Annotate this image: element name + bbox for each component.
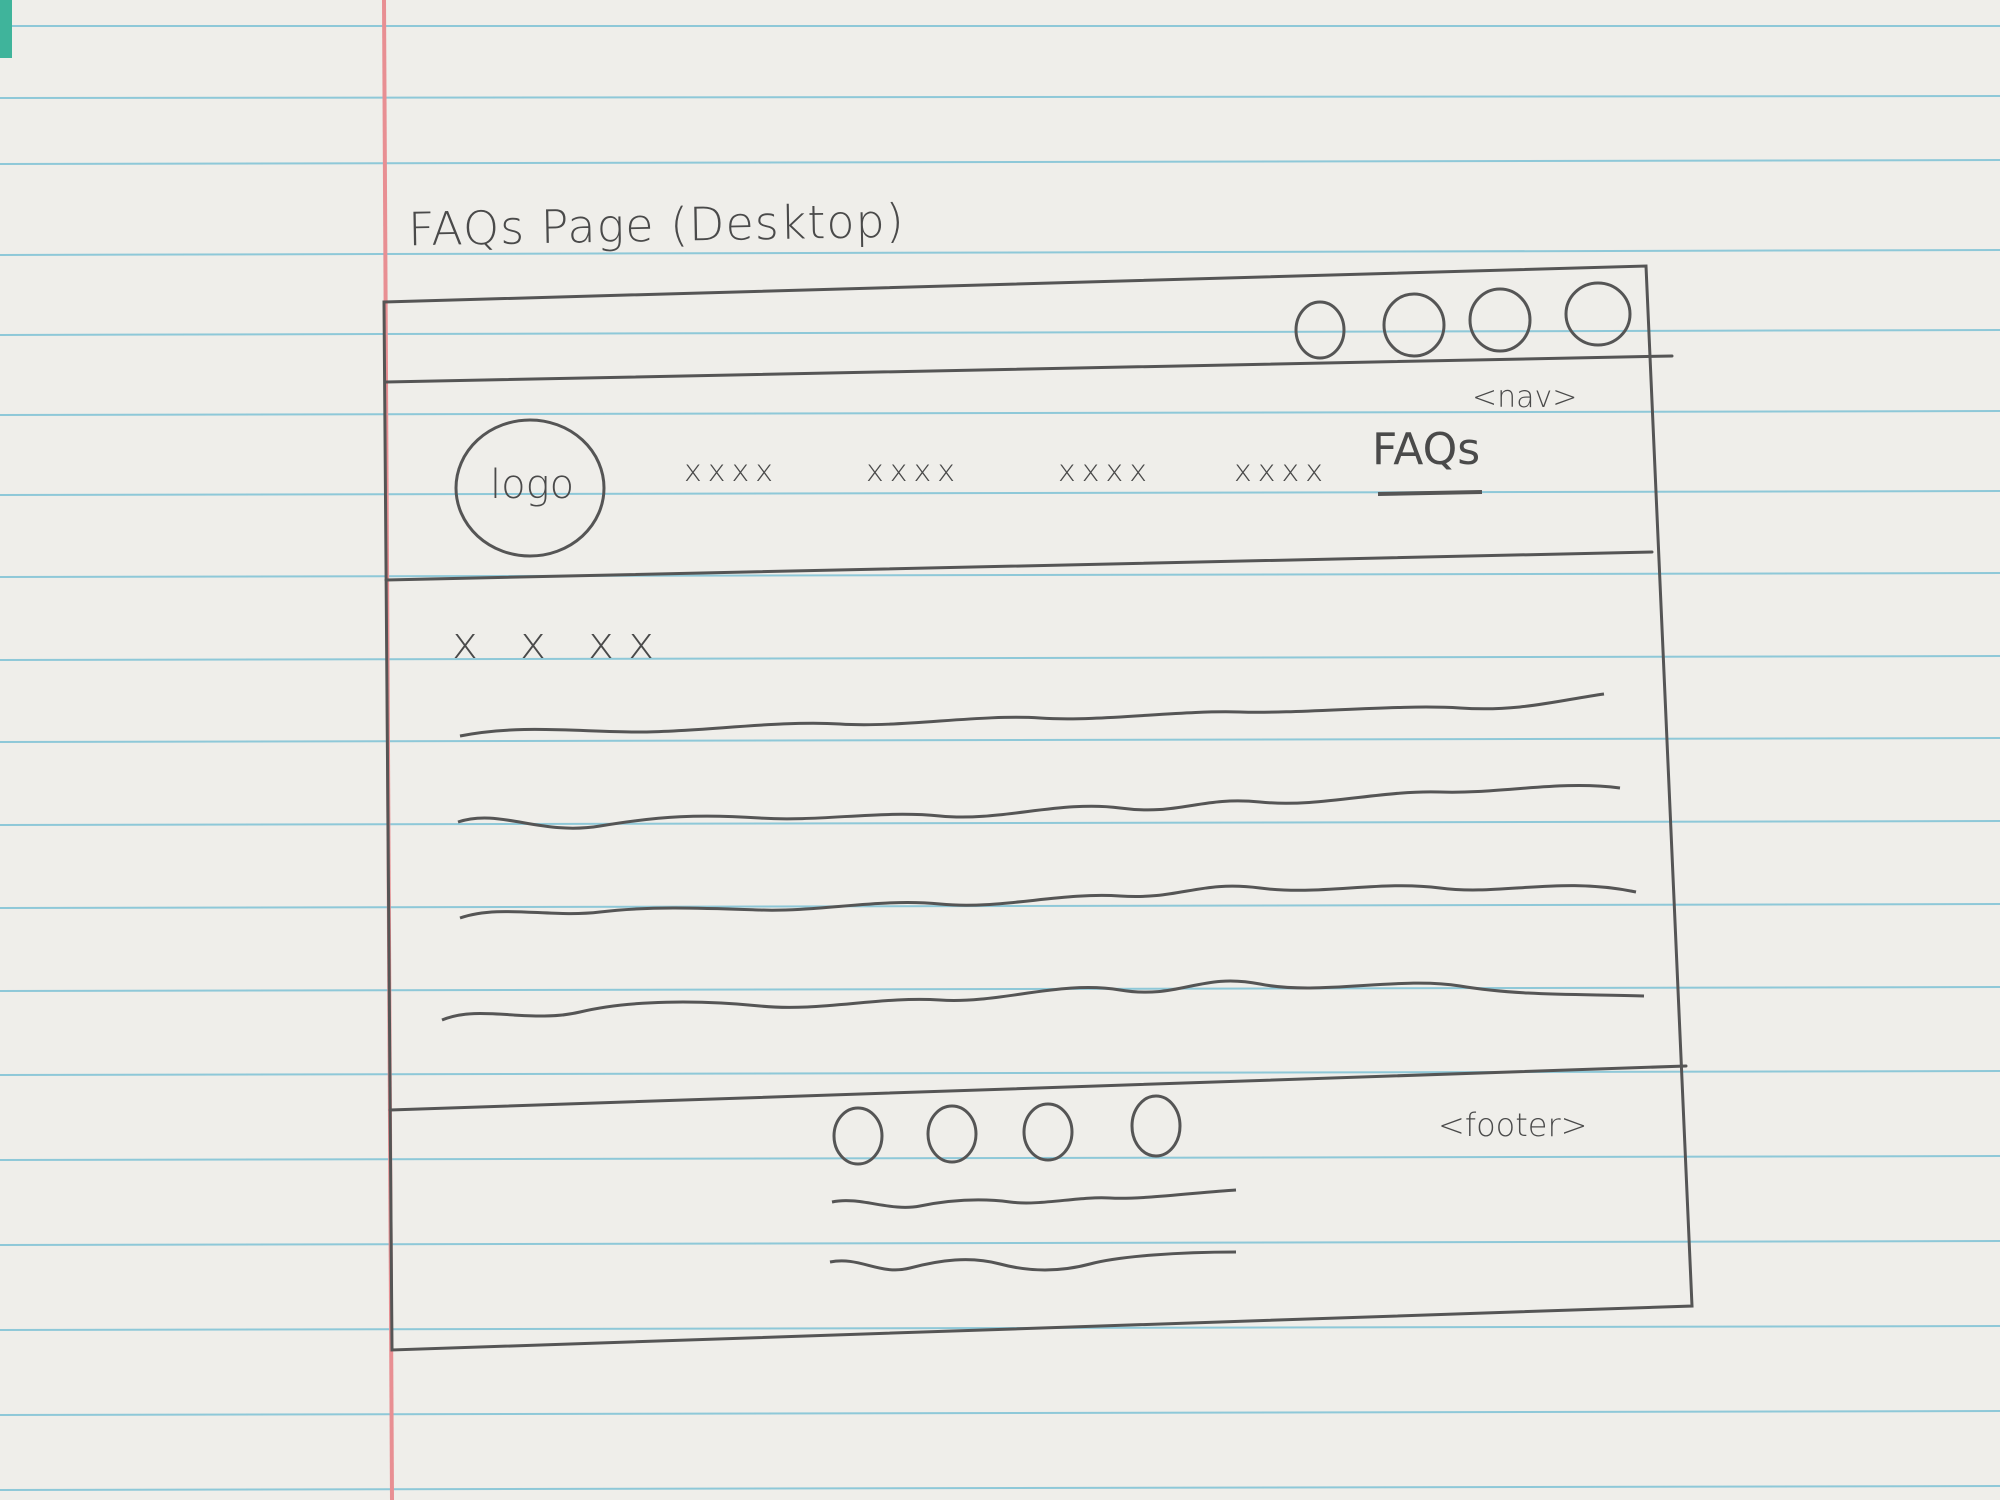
nav-item-3[interactable]: xxxx [1058,454,1154,489]
content-line-2 [457,784,1621,830]
footer-tag-label: <footer> [1438,1106,1588,1144]
header-circle-3 [1468,287,1532,353]
header-circles [1294,281,1632,360]
content-line-1 [459,692,1605,738]
footer-circle-2 [926,1104,978,1164]
footer-text-lines [829,1188,1237,1272]
header-circle-1 [1294,300,1346,360]
footer-line-2 [829,1250,1237,1272]
header-circle-4 [1564,281,1632,347]
footer-line-1 [831,1188,1237,1209]
footer-circle-1 [832,1106,884,1166]
nav-item-faqs[interactable]: FAQs [1372,424,1481,475]
header-circle-2 [1382,292,1446,358]
footer-circle-4 [1130,1094,1182,1158]
nav-item-1[interactable]: xxxx [684,454,780,489]
content-heading: x x xx [452,618,669,669]
content-line-3 [459,884,1637,920]
logo[interactable]: logo [490,462,575,508]
nav-item-2[interactable]: xxxx [866,454,962,489]
nav-tag-label: <nav> [1472,380,1578,415]
logo-circle [454,418,606,558]
nav-item-4[interactable]: xxxx [1234,454,1330,489]
content-text-lines [441,692,1645,1022]
page-title: FAQs Page (Desktop) [407,193,906,257]
active-nav-underline [1377,490,1483,496]
footer-circles [832,1094,1182,1166]
content-line-4 [441,979,1645,1022]
footer-circle-3 [1022,1102,1074,1162]
